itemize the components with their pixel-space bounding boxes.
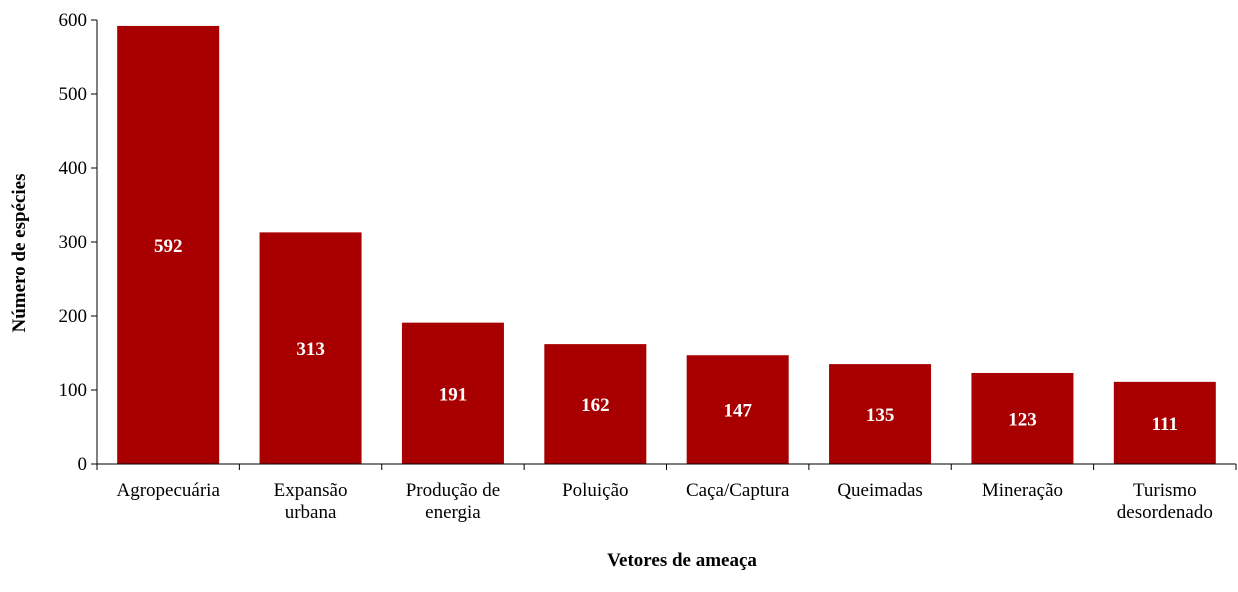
x-axis: Agropecuária Expansão urbana Produção de ene…	[96, 463, 1237, 523]
data-labels-group: 592 313 191 162 147 135 123 111	[154, 236, 1178, 435]
y-tick-label: 200	[59, 306, 88, 327]
y-tick-label: 600	[59, 10, 88, 31]
category-label: Caça/Captura	[686, 480, 790, 501]
bar	[971, 372, 1074, 464]
category-label: Mineração	[982, 480, 1063, 501]
bars-group	[117, 25, 1216, 464]
bar	[401, 322, 504, 464]
category-label: Produção de energia	[406, 480, 500, 523]
data-label: 123	[1008, 409, 1037, 430]
data-label: 111	[1152, 414, 1178, 435]
data-label: 147	[723, 401, 752, 422]
y-axis-title: Número de espécies	[9, 173, 30, 332]
bar	[117, 25, 220, 464]
y-tick-label: 0	[78, 454, 88, 475]
data-label: 135	[866, 405, 895, 426]
data-label: 313	[296, 339, 325, 360]
category-label: Expansão urbana	[274, 480, 348, 523]
bar	[259, 232, 362, 464]
y-tick-label: 300	[59, 232, 88, 253]
data-label: 162	[581, 395, 610, 416]
y-tick-label: 100	[59, 380, 88, 401]
x-axis-title: Vetores de ameaça	[607, 550, 757, 571]
category-label: Queimadas	[837, 480, 922, 501]
category-label: Agropecuária	[116, 480, 220, 501]
bar	[544, 344, 647, 464]
y-tick-label: 500	[59, 84, 88, 105]
data-label: 592	[154, 236, 183, 257]
y-tick-label: 400	[59, 158, 88, 179]
category-label: Poluição	[562, 480, 629, 501]
bar	[686, 355, 789, 464]
bar	[829, 364, 932, 464]
category-label: Turismo desordenado	[1117, 480, 1213, 523]
data-label: 191	[439, 384, 468, 405]
y-axis: 0 100 200 300 400 500 600	[59, 10, 98, 475]
bar	[1113, 381, 1216, 464]
